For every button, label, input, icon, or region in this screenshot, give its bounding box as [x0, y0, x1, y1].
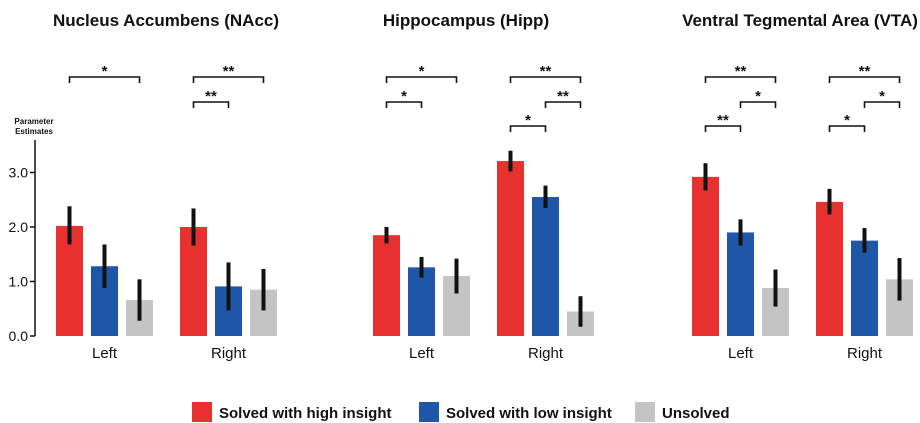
group-label: Right — [211, 345, 247, 362]
bar — [692, 176, 719, 336]
significance-bracket — [192, 101, 230, 108]
panel-title: Hippocampus (Hipp) — [383, 11, 549, 30]
bar — [532, 197, 559, 336]
legend-label: Solved with high insight — [219, 405, 392, 422]
significance-label: * — [879, 88, 885, 105]
significance-label: * — [102, 63, 108, 80]
group-label: Left — [92, 345, 118, 362]
group-label: Left — [728, 345, 754, 362]
y-axis-label-line1: Parameter — [14, 117, 53, 126]
significance-bracket — [509, 76, 582, 83]
significance-label: ** — [735, 63, 747, 80]
significance-bracket — [385, 76, 458, 83]
legend: Solved with high insight Solved with low … — [192, 402, 730, 422]
y-tick-label: 0.0 — [9, 328, 29, 344]
significance-bracket — [68, 76, 141, 83]
y-axis: Parameter Estimates 0.0 1.0 2.0 3.0 — [9, 117, 54, 344]
significance-bracket — [544, 101, 582, 108]
bar — [408, 267, 435, 336]
significance-bracket — [828, 76, 901, 83]
significance-label: ** — [859, 63, 871, 80]
significance-bracket — [828, 125, 866, 132]
significance-bracket — [863, 101, 901, 108]
chart-marks: Nucleus Accumbens (NAcc)Left*Right****Hi… — [53, 11, 918, 362]
significance-bracket — [509, 125, 547, 132]
significance-bracket — [739, 101, 777, 108]
significance-label: * — [844, 112, 850, 129]
significance-bracket — [704, 125, 742, 132]
group-label: Right — [847, 345, 883, 362]
group-label: Right — [528, 345, 564, 362]
legend-swatch — [635, 402, 655, 422]
significance-label: ** — [205, 88, 217, 105]
y-axis-label-line2: Estimates — [15, 127, 53, 136]
group-label: Left — [409, 345, 435, 362]
significance-label: * — [419, 63, 425, 80]
panel-title: Nucleus Accumbens (NAcc) — [53, 11, 279, 30]
significance-label: ** — [540, 63, 552, 80]
bar — [497, 161, 524, 336]
significance-label: ** — [717, 112, 729, 129]
y-tick-label: 1.0 — [9, 274, 29, 290]
bar — [727, 232, 754, 336]
significance-label: ** — [557, 88, 569, 105]
significance-label: * — [525, 112, 531, 129]
legend-swatch — [192, 402, 212, 422]
legend-swatch — [419, 402, 439, 422]
bar — [373, 235, 400, 336]
significance-bracket — [192, 76, 265, 83]
y-tick-label: 3.0 — [9, 165, 29, 181]
significance-label: * — [755, 88, 761, 105]
legend-label: Unsolved — [662, 405, 730, 422]
significance-label: * — [401, 88, 407, 105]
legend-label: Solved with low insight — [446, 405, 612, 422]
y-tick-label: 2.0 — [9, 219, 29, 235]
bar — [851, 240, 878, 336]
significance-bracket — [704, 76, 777, 83]
significance-label: ** — [223, 63, 235, 80]
significance-bracket — [385, 101, 423, 108]
panel-title: Ventral Tegmental Area (VTA) — [682, 11, 918, 30]
bar — [816, 201, 843, 336]
